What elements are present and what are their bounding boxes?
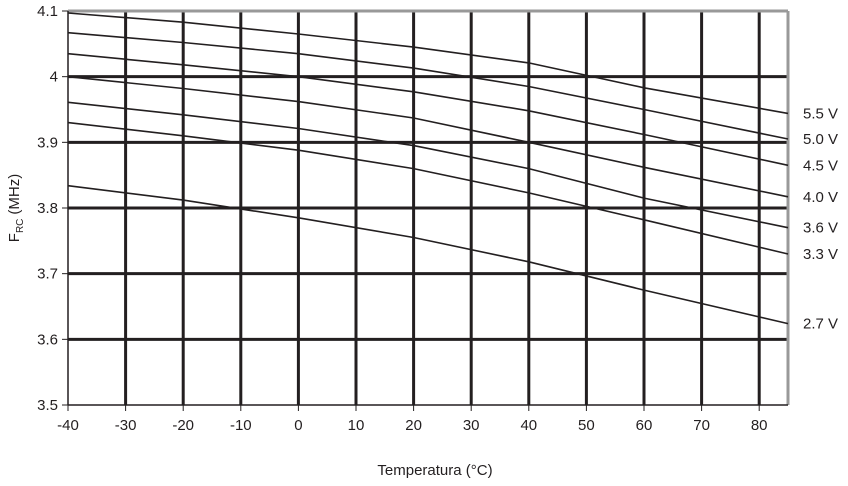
x-tick-label: 10 — [348, 417, 365, 434]
x-tick-label: -20 — [172, 417, 194, 434]
x-tick-label: -10 — [230, 417, 252, 434]
x-tick-label: 40 — [520, 417, 537, 434]
series-label: 4.5 V — [803, 157, 838, 174]
y-axis-label-unit: (MHz) — [6, 174, 23, 215]
y-axis-label: FRC (MHz) — [6, 174, 26, 242]
x-tick-label: -30 — [115, 417, 137, 434]
x-tick-label: 20 — [405, 417, 422, 434]
y-tick-label: 3.5 — [37, 397, 58, 414]
y-tick-label: 3.7 — [37, 266, 58, 283]
series-line-50V — [67, 31, 789, 140]
x-tick-label: 50 — [578, 417, 595, 434]
series-label: 2.7 V — [803, 316, 838, 333]
series-line-36V — [67, 101, 789, 229]
series-labels: 5.5 V 5.0 V 4.5 V 4.0 V 3.6 V 3.3 V 2.7 V — [803, 105, 838, 332]
x-tick-label: 80 — [751, 417, 768, 434]
y-tick-label: 4 — [50, 69, 58, 86]
series-line-33V — [67, 121, 789, 255]
x-tick-label: -40 — [57, 417, 79, 434]
x-axis-ticks: -40 -30 -20 -10 0 10 20 30 40 50 60 70 80 — [57, 405, 768, 434]
series-label: 3.3 V — [803, 246, 838, 263]
x-tick-label: 60 — [636, 417, 653, 434]
x-tick-label: 30 — [463, 417, 480, 434]
series-label: 5.0 V — [803, 131, 838, 148]
series-line-45V — [67, 52, 789, 167]
series-label: 5.5 V — [803, 105, 838, 122]
x-axis-label: Temperatura (°C) — [377, 462, 492, 479]
series-line-55V — [67, 12, 789, 115]
series-line-27V — [67, 184, 789, 325]
y-tick-label: 3.9 — [37, 134, 58, 151]
x-tick-label: 0 — [294, 417, 302, 434]
series-label: 3.6 V — [803, 220, 838, 237]
y-tick-label: 3.8 — [37, 200, 58, 217]
y-tick-label: 3.6 — [37, 331, 58, 348]
y-axis-label-main: F — [6, 233, 23, 242]
y-axis-label-sub: RC — [15, 219, 26, 233]
y-tick-label: 4.1 — [37, 3, 58, 20]
series-line-40V — [67, 75, 789, 198]
series-label: 4.0 V — [803, 189, 838, 206]
grid — [68, 11, 788, 405]
x-tick-label: 70 — [693, 417, 710, 434]
y-axis-ticks: 3.5 3.6 3.7 3.8 3.9 4 4.1 — [37, 3, 68, 414]
series-lines — [67, 12, 789, 325]
